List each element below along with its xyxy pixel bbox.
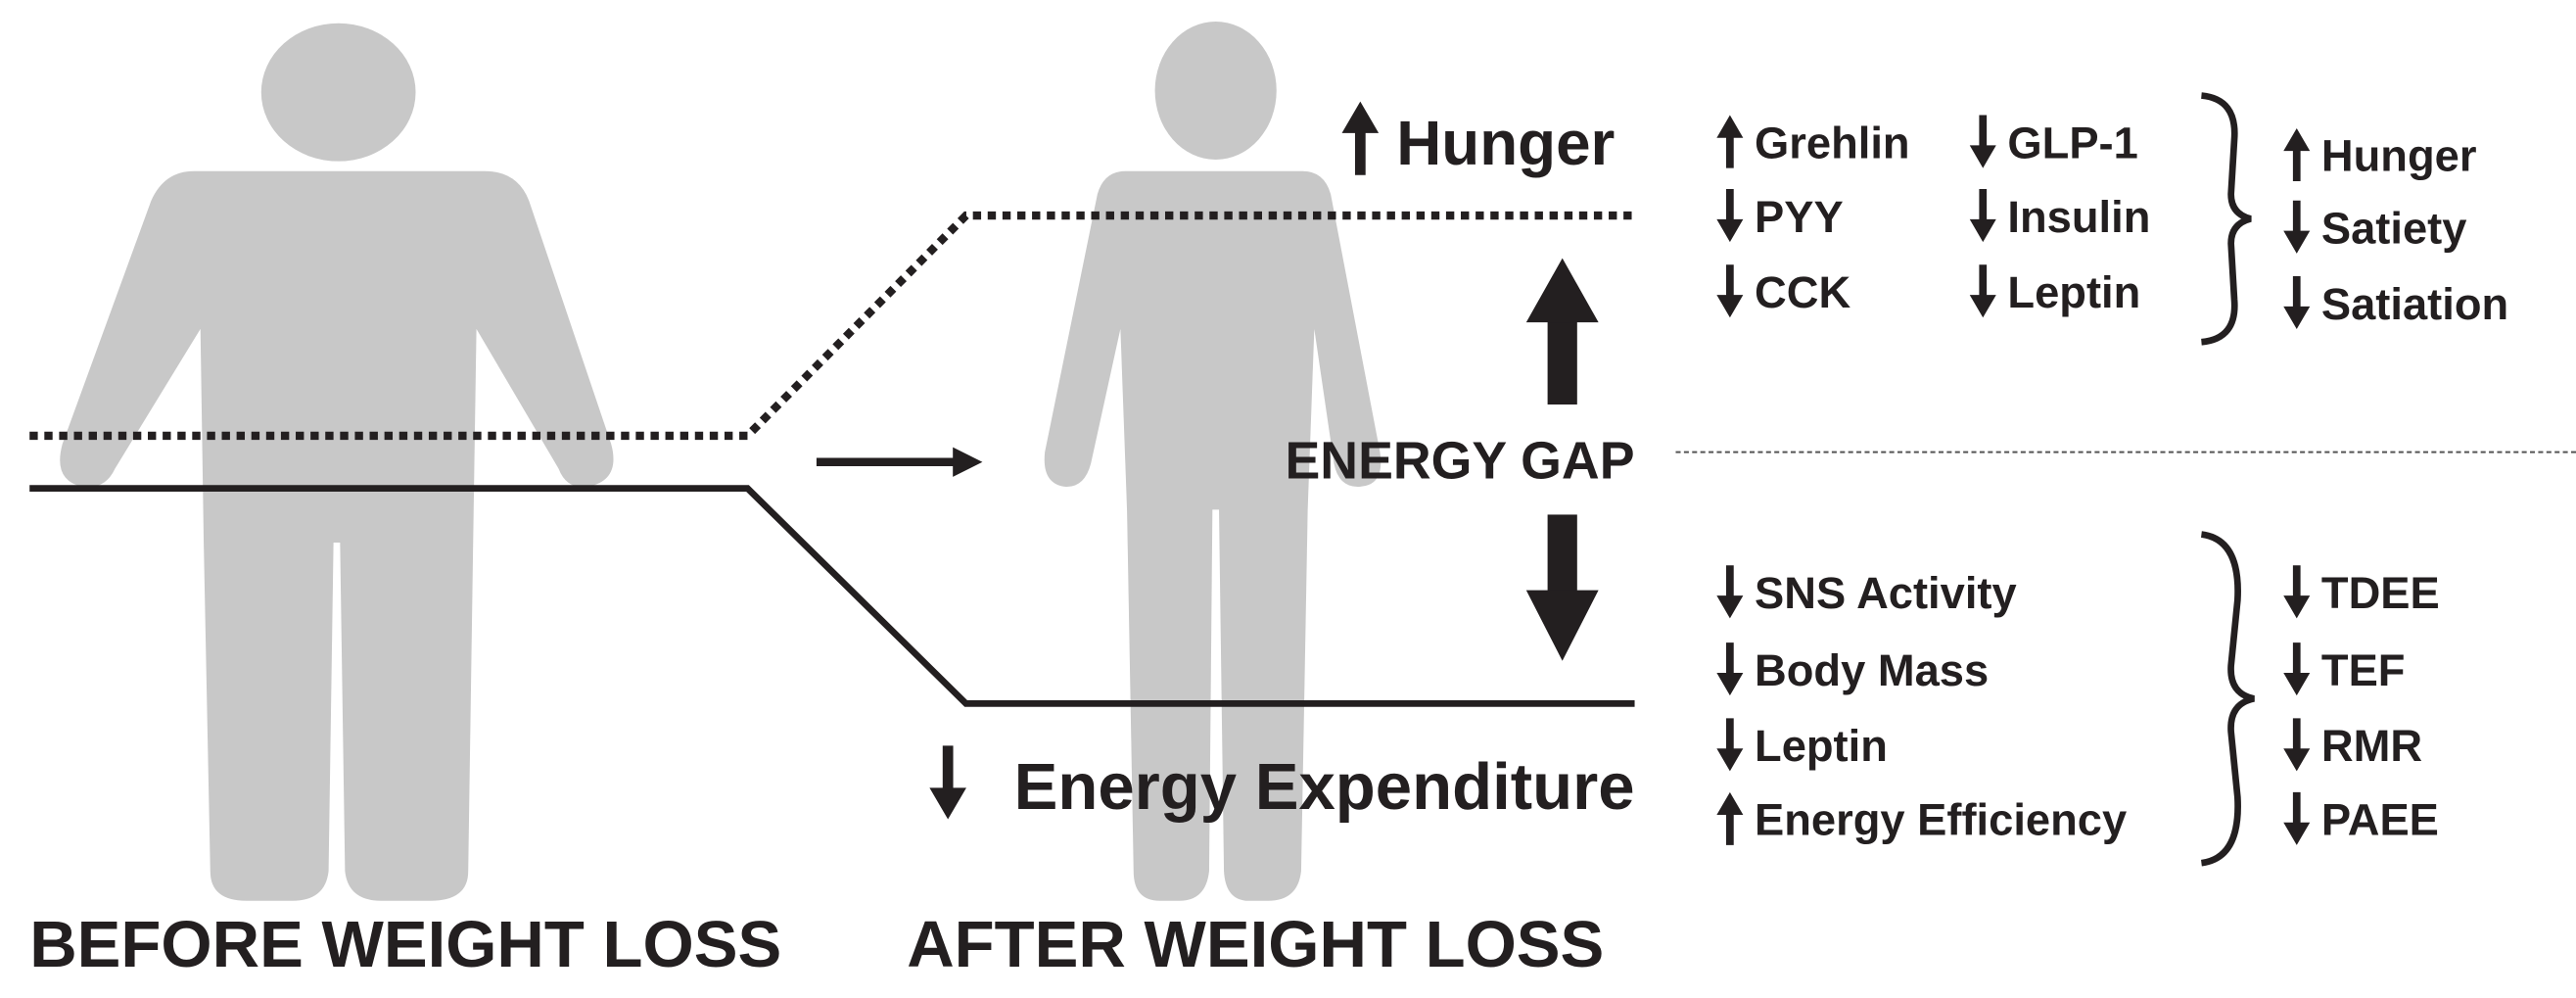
signal-label: TEF	[2321, 645, 2406, 695]
up-arrow	[1716, 115, 1744, 168]
energy-gap-label: ENERGY GAP	[1286, 432, 1635, 491]
gap-down-arrow	[1525, 514, 1599, 661]
before-figure	[60, 23, 614, 901]
hunger-line	[29, 211, 1635, 441]
energy-expenditure-label: Energy Expenditure	[1014, 750, 1635, 824]
down-arrow	[1716, 264, 1744, 318]
down-arrow	[2283, 200, 2311, 254]
transition-arrow	[816, 447, 983, 477]
up-arrow	[2283, 127, 2311, 181]
down-arrow	[2283, 718, 2311, 772]
down-arrow	[1969, 264, 1996, 318]
signal-label: Leptin	[1755, 721, 1888, 771]
signal-label: TDEE	[2321, 568, 2440, 618]
signal-label: RMR	[2321, 721, 2422, 771]
after-label: AFTER WEIGHT LOSS	[907, 908, 1604, 981]
brace	[2200, 531, 2255, 867]
signal-label: Satiety	[2321, 204, 2467, 254]
signal-label: Hunger	[2321, 131, 2477, 181]
down-arrow	[1969, 189, 1996, 243]
up-arrow	[1341, 101, 1380, 175]
brace	[2200, 92, 2252, 346]
expenditure-line	[29, 485, 1635, 707]
signal-label: Satiation	[2321, 279, 2508, 329]
signal-label: Leptin	[2007, 267, 2140, 317]
signal-label: SNS Activity	[1755, 568, 2017, 618]
signal-label: PAEE	[2321, 795, 2439, 845]
down-arrow	[2283, 565, 2311, 619]
down-arrow	[1716, 642, 1744, 696]
gap-up-arrow	[1525, 258, 1599, 405]
signal-label: Energy Efficiency	[1755, 795, 2127, 845]
before-label: BEFORE WEIGHT LOSS	[29, 908, 781, 981]
signal-label: Insulin	[2007, 192, 2150, 242]
signal-label: CCK	[1755, 267, 1850, 317]
down-arrow	[2283, 642, 2311, 696]
up-arrow	[1716, 791, 1744, 845]
signal-label: PYY	[1755, 192, 1844, 242]
after-figure	[1044, 22, 1382, 901]
down-arrow	[1716, 565, 1744, 619]
down-arrow	[2283, 791, 2311, 845]
down-arrow	[1716, 189, 1744, 243]
signal-label: Grehlin	[1755, 118, 1910, 167]
signal-label: GLP-1	[2007, 118, 2137, 167]
down-arrow	[1969, 115, 1996, 168]
down-arrow	[929, 745, 966, 820]
signal-label: Body Mass	[1755, 645, 1989, 695]
hunger-label: Hunger	[1396, 108, 1615, 178]
down-arrow	[2283, 275, 2311, 330]
down-arrow	[1716, 718, 1744, 772]
